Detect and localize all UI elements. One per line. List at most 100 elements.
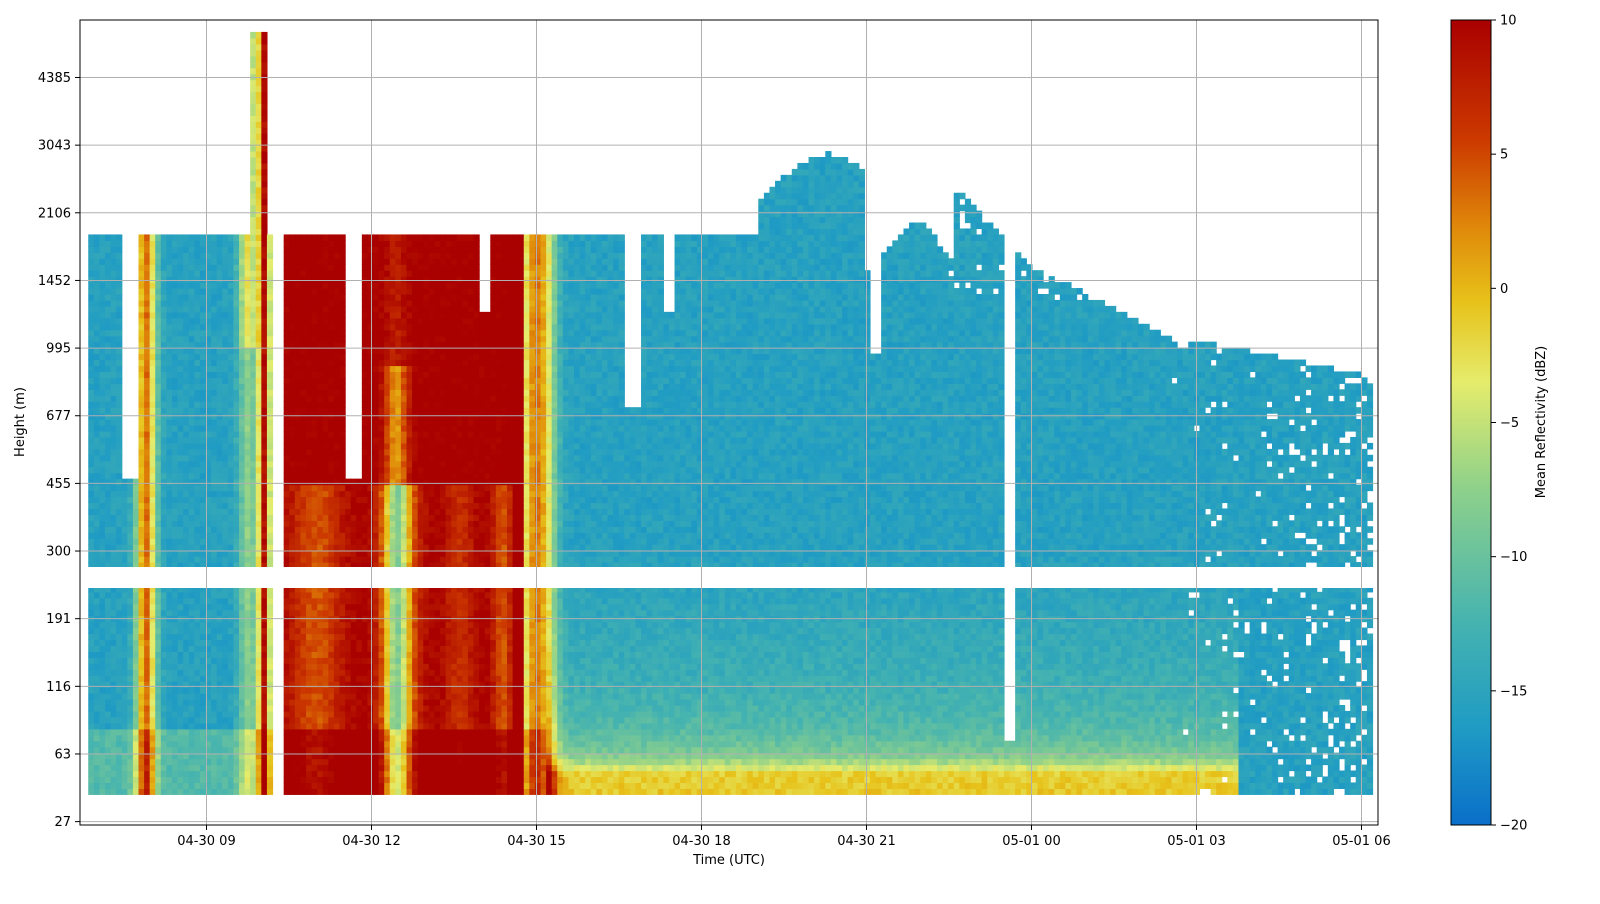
heatmap-cell xyxy=(300,240,306,247)
heatmap-cell xyxy=(284,741,290,748)
heatmap-cell xyxy=(194,735,200,742)
heatmap-cell xyxy=(362,788,368,795)
heatmap-cell xyxy=(345,741,351,748)
heatmap-cell xyxy=(116,782,122,789)
heatmap-cell xyxy=(256,628,262,635)
heatmap-cell xyxy=(300,264,306,271)
heatmap-cell xyxy=(161,526,167,533)
heatmap-cell xyxy=(267,657,273,664)
heatmap-cell xyxy=(356,497,362,504)
heatmap-cell xyxy=(328,365,334,372)
heatmap-cell xyxy=(367,711,373,718)
heatmap-cell xyxy=(111,282,117,289)
heatmap-cell xyxy=(289,592,295,599)
heatmap-cell xyxy=(395,270,401,277)
heatmap-cell xyxy=(340,776,346,783)
heatmap-cell xyxy=(217,395,223,402)
heatmap-cell xyxy=(334,252,340,259)
heatmap-cell xyxy=(111,693,117,700)
heatmap-cell xyxy=(105,693,111,700)
heatmap-cell xyxy=(217,473,223,480)
heatmap-cell xyxy=(351,663,357,670)
heatmap-cell xyxy=(239,324,245,331)
heatmap-cell xyxy=(300,556,306,563)
heatmap-cell xyxy=(111,354,117,361)
heatmap-cell xyxy=(105,246,111,253)
heatmap-cell xyxy=(94,747,100,754)
heatmap-cell xyxy=(250,276,256,283)
heatmap-cell xyxy=(250,747,256,754)
heatmap-cell xyxy=(256,228,262,235)
heatmap-cell xyxy=(194,419,200,426)
heatmap-cell xyxy=(211,604,217,611)
heatmap-cell xyxy=(362,502,368,509)
heatmap-cell xyxy=(183,634,189,641)
heatmap-cell xyxy=(362,526,368,533)
heatmap-cell xyxy=(328,556,334,563)
heatmap-cell xyxy=(323,526,329,533)
heatmap-cell xyxy=(172,497,178,504)
heatmap-cell xyxy=(250,592,256,599)
heatmap-cell xyxy=(390,371,396,378)
heatmap-cell xyxy=(239,699,245,706)
heatmap-cell xyxy=(239,360,245,367)
heatmap-cell xyxy=(161,413,167,420)
heatmap-cell xyxy=(300,693,306,700)
heatmap-cell xyxy=(155,485,161,492)
heatmap-cell xyxy=(99,639,105,646)
heatmap-cell xyxy=(217,389,223,396)
heatmap-cell xyxy=(395,526,401,533)
heatmap-cell xyxy=(139,473,145,480)
heatmap-cell xyxy=(323,645,329,652)
heatmap-cell xyxy=(289,735,295,742)
heatmap-cell xyxy=(340,371,346,378)
heatmap-cell xyxy=(323,419,329,426)
heatmap-cell xyxy=(111,264,117,271)
heatmap-cell xyxy=(228,508,234,515)
heatmap-cell xyxy=(261,610,267,617)
heatmap-cell xyxy=(379,729,385,736)
heatmap-cell xyxy=(111,449,117,456)
heatmap-cell xyxy=(345,610,351,617)
heatmap-cell xyxy=(250,485,256,492)
heatmap-cell xyxy=(306,747,312,754)
heatmap-cell xyxy=(250,413,256,420)
heatmap-cell xyxy=(139,240,145,247)
heatmap-cell xyxy=(284,687,290,694)
heatmap-cell xyxy=(172,437,178,444)
heatmap-cell xyxy=(295,252,301,259)
heatmap-cell xyxy=(256,491,262,498)
heatmap-cell xyxy=(250,252,256,259)
heatmap-cell xyxy=(340,675,346,682)
heatmap-cell xyxy=(217,520,223,527)
heatmap-cell xyxy=(245,294,251,301)
heatmap-cell xyxy=(189,389,195,396)
heatmap-cell xyxy=(261,693,267,700)
heatmap-cell xyxy=(373,771,379,778)
heatmap-cell xyxy=(384,354,390,361)
heatmap-cell xyxy=(245,723,251,730)
heatmap-cell xyxy=(384,270,390,277)
heatmap-cell xyxy=(334,330,340,337)
heatmap-cell xyxy=(105,443,111,450)
heatmap-cell xyxy=(217,776,223,783)
heatmap-cell xyxy=(178,657,184,664)
heatmap-cell xyxy=(155,735,161,742)
heatmap-cell xyxy=(395,401,401,408)
heatmap-cell xyxy=(356,788,362,795)
heatmap-cell xyxy=(239,377,245,384)
heatmap-cell xyxy=(384,461,390,468)
heatmap-cell xyxy=(323,407,329,414)
heatmap-cell xyxy=(116,354,122,361)
heatmap-cell xyxy=(88,675,94,682)
heatmap-cell xyxy=(233,634,239,641)
heatmap-cell xyxy=(245,264,251,271)
heatmap-cell xyxy=(105,371,111,378)
heatmap-cell xyxy=(189,485,195,492)
heatmap-cell xyxy=(166,419,172,426)
heatmap-cell xyxy=(356,538,362,545)
heatmap-cell xyxy=(217,687,223,694)
heatmap-cell xyxy=(111,431,117,438)
heatmap-cell xyxy=(261,354,267,361)
heatmap-cell xyxy=(250,639,256,646)
